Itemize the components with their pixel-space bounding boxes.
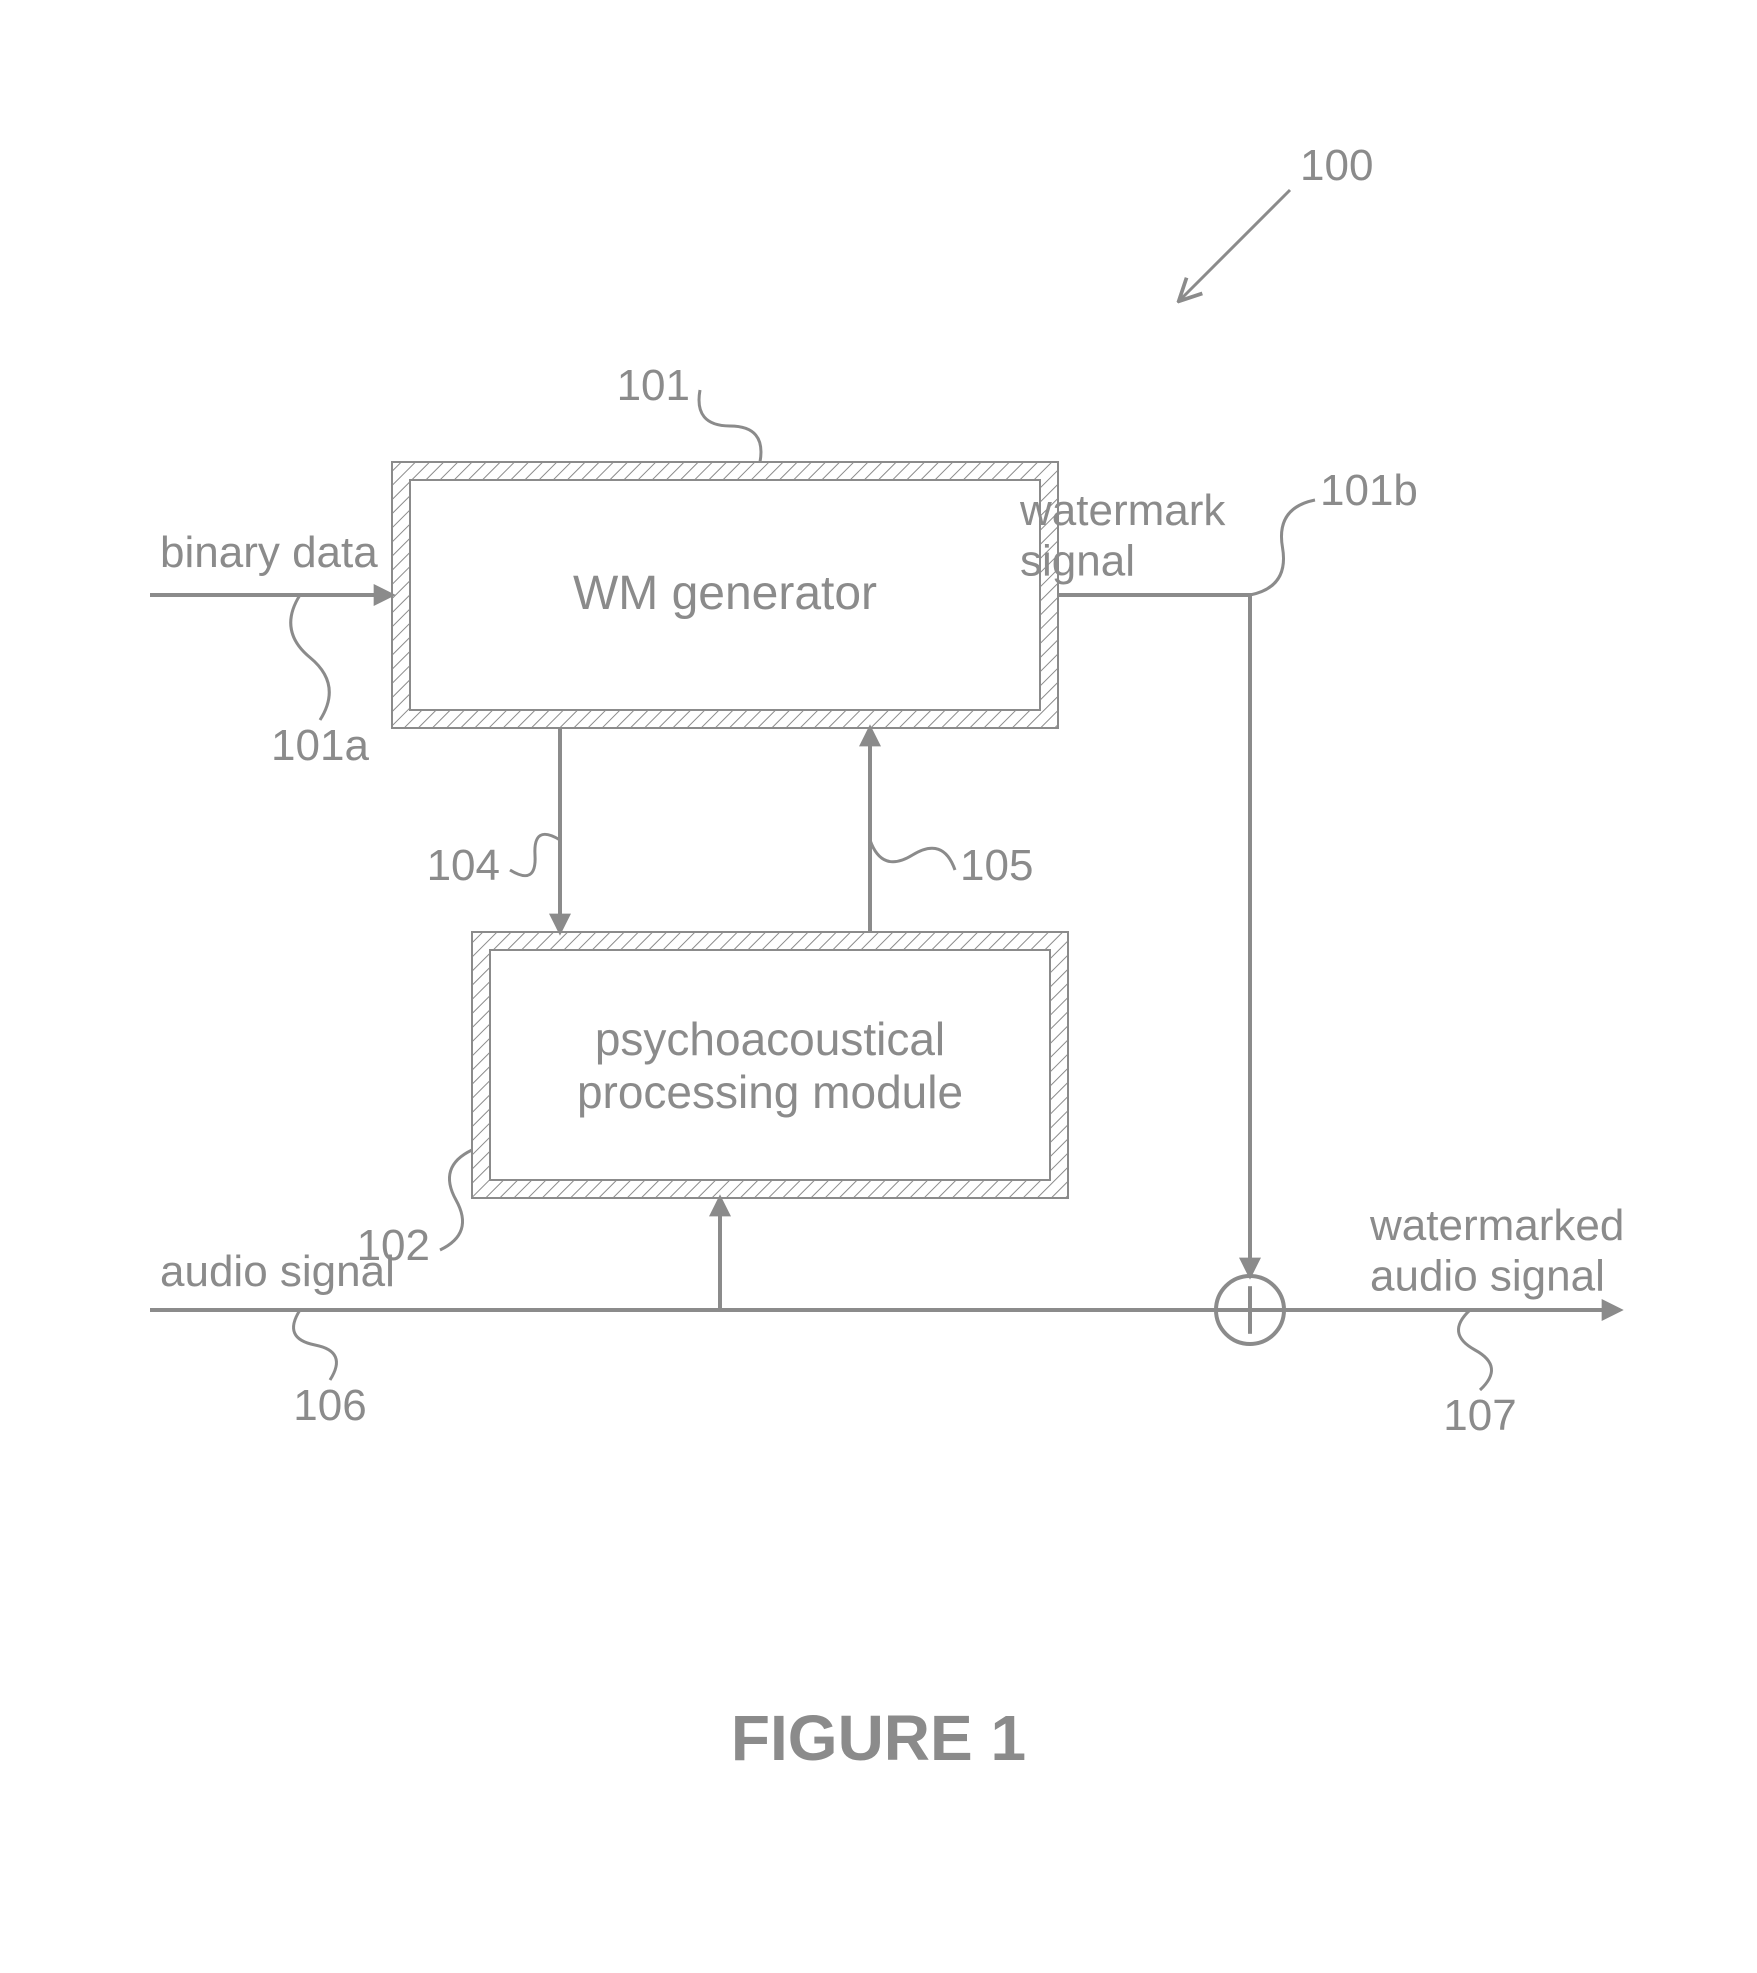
ref-106: 106 (293, 1381, 366, 1430)
ref-105: 105 (960, 841, 1033, 890)
leader-101 (699, 390, 761, 462)
leader-104 (510, 834, 560, 875)
leader-102 (440, 1150, 472, 1250)
wire-watermark-to-sum (1058, 595, 1250, 1276)
label-watermark-signal: watermarksignal (1019, 486, 1226, 586)
leader-106 (294, 1310, 337, 1380)
wm-generator-label: WM generator (573, 567, 877, 620)
ref-107: 107 (1443, 1391, 1516, 1440)
label-watermarked-audio: watermarkedaudio signal (1369, 1201, 1624, 1301)
leader-107 (1458, 1310, 1491, 1390)
leader-101a (291, 595, 330, 720)
ref-104: 104 (427, 841, 500, 890)
ref-101a: 101a (271, 721, 369, 770)
ref-100: 100 (1300, 141, 1373, 190)
label-binary-data: binary data (160, 528, 378, 577)
ref-101: 101 (617, 361, 690, 410)
psychoacoustic-label: psychoacousticalprocessing module (577, 1013, 963, 1118)
leader-105 (870, 840, 955, 870)
leader-101b (1250, 500, 1315, 595)
ref-100-pointer (1180, 190, 1290, 300)
figure-title: FIGURE 1 (731, 1702, 1026, 1774)
ref-101b: 101b (1320, 466, 1418, 515)
ref-102: 102 (357, 1221, 430, 1270)
